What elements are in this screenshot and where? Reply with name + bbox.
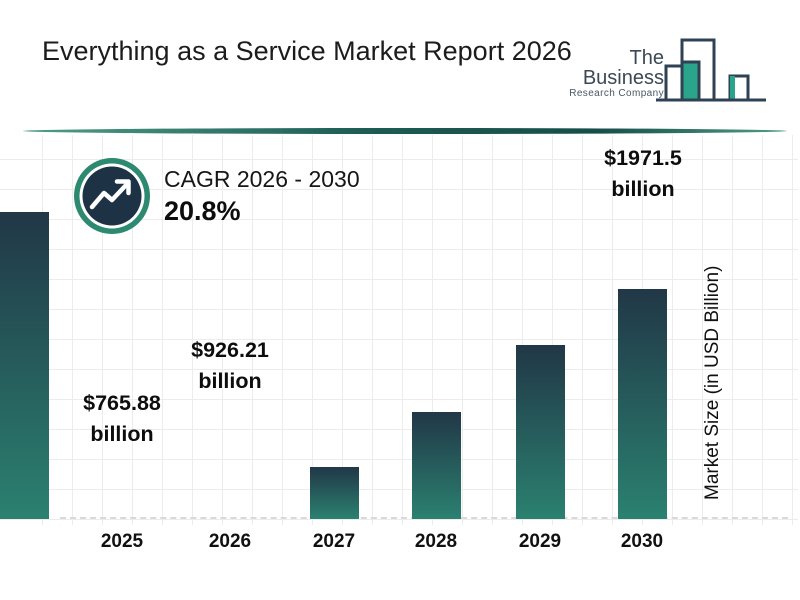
cagr-callout: CAGR 2026 - 2030 20.8% xyxy=(164,164,360,228)
header-divider xyxy=(23,128,787,134)
value-label-amount: $1971.5 xyxy=(604,146,682,170)
bar-2028 xyxy=(618,289,667,519)
logo-name: The Business xyxy=(582,47,664,89)
x-tick-label: 2028 xyxy=(414,531,458,552)
bar-2026 xyxy=(412,412,461,519)
logo-text: The Business Research Company xyxy=(556,48,664,114)
x-tick-label: 2025 xyxy=(100,531,144,552)
value-label-unit: billion xyxy=(611,177,675,201)
value-label-unit: billion xyxy=(90,422,154,446)
x-tick-label: 2027 xyxy=(312,531,356,552)
logo-subname: Research Company xyxy=(569,88,664,99)
bar-2030 xyxy=(0,212,49,519)
logo-barchart-icon xyxy=(656,38,766,102)
value-label-2026: $926.21 billion xyxy=(155,335,305,397)
x-tick-label: 2030 xyxy=(620,531,664,552)
x-tick-label: 2026 xyxy=(208,531,252,552)
cagr-label: CAGR 2026 - 2030 xyxy=(164,166,360,192)
value-label-2025: $765.88 billion xyxy=(47,388,197,450)
bar-2027 xyxy=(516,345,565,519)
page-title: Everything as a Service Market Report 20… xyxy=(42,36,572,66)
value-label-amount: $765.88 xyxy=(83,391,161,415)
trending-up-icon xyxy=(74,158,150,234)
bar-2025 xyxy=(310,467,359,519)
value-label-unit: billion xyxy=(198,369,262,393)
value-label-amount: $926.21 xyxy=(191,338,269,362)
company-logo: The Business Research Company xyxy=(556,28,768,114)
value-label-2030: $1971.5 billion xyxy=(568,143,718,205)
cagr-value: 20.8% xyxy=(164,196,241,226)
y-axis-label: Market Size (in USD Billion) xyxy=(702,265,723,500)
x-tick-label: 2029 xyxy=(518,531,562,552)
bar-chart: 2025 2026 2027 2028 2029 2030 $765.88 bi… xyxy=(0,135,800,600)
